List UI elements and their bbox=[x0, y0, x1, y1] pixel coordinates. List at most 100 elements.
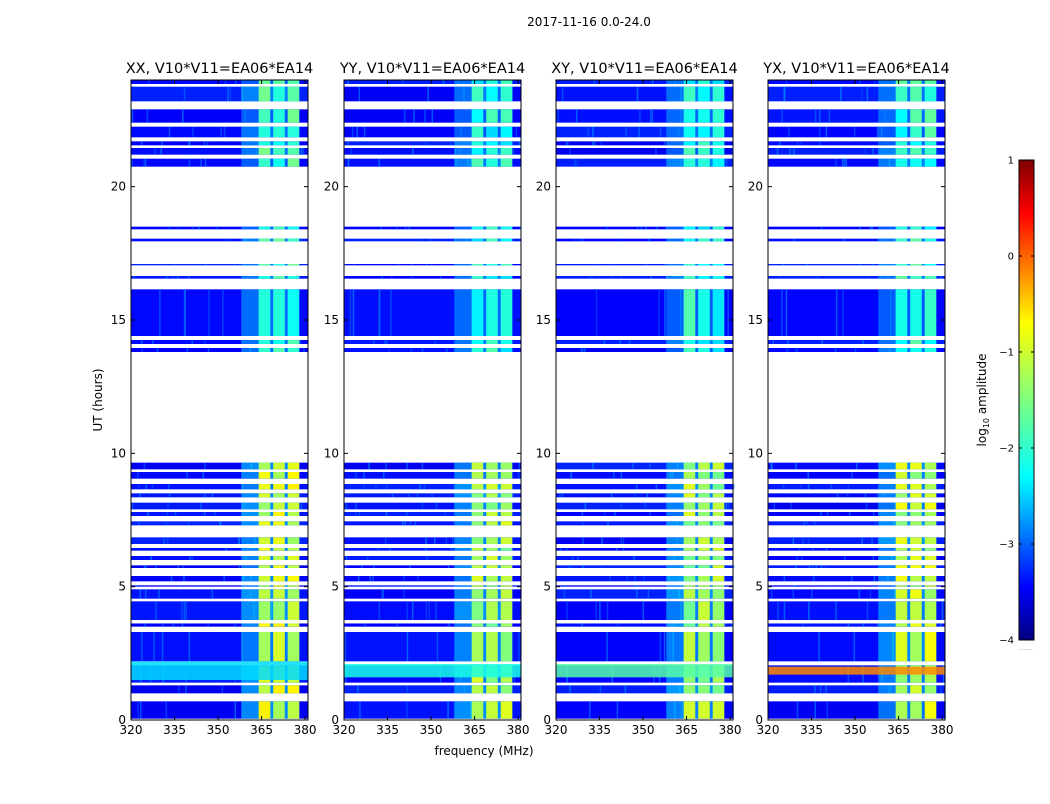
subband-1 bbox=[910, 589, 922, 599]
subband-2 bbox=[712, 348, 725, 352]
subband-2 bbox=[712, 493, 725, 498]
subband-0 bbox=[895, 601, 908, 620]
spectrogram-yx bbox=[768, 80, 946, 719]
noise-streak bbox=[575, 109, 578, 123]
noise-streak bbox=[581, 238, 584, 242]
subband-0 bbox=[683, 512, 696, 516]
noise-streak bbox=[306, 472, 309, 479]
noise-streak bbox=[363, 126, 366, 138]
rfi-band bbox=[666, 484, 725, 490]
subband-1 bbox=[910, 632, 922, 662]
noise-streak bbox=[382, 589, 384, 599]
subband-0 bbox=[471, 148, 484, 155]
rfi-band bbox=[241, 86, 300, 102]
subband-0 bbox=[683, 238, 696, 242]
rfi-band bbox=[454, 462, 513, 470]
subband-2 bbox=[712, 126, 725, 138]
subband-1 bbox=[486, 264, 498, 266]
noise-streak bbox=[141, 632, 143, 662]
data-band bbox=[344, 556, 521, 560]
noise-streak bbox=[411, 276, 414, 279]
subband-0 bbox=[471, 623, 484, 627]
subband-2 bbox=[924, 484, 937, 490]
noise-streak bbox=[876, 126, 879, 138]
noise-streak bbox=[788, 126, 790, 138]
rfi-band bbox=[666, 512, 725, 516]
noise-streak bbox=[869, 226, 872, 230]
noise-streak bbox=[725, 158, 728, 167]
noise-streak bbox=[150, 556, 153, 560]
subband-2 bbox=[924, 623, 937, 627]
noise-streak bbox=[448, 623, 450, 627]
panel-frame-xx bbox=[130, 79, 309, 721]
noise-streak bbox=[303, 238, 306, 242]
noise-streak bbox=[854, 348, 857, 352]
noise-streak bbox=[206, 141, 209, 146]
subband-2 bbox=[500, 148, 513, 155]
noise-streak bbox=[648, 238, 650, 242]
data-band bbox=[556, 537, 733, 544]
subband-2 bbox=[924, 126, 937, 138]
noise-streak bbox=[140, 701, 142, 719]
subband-1 bbox=[486, 576, 498, 582]
panel-frame-yy bbox=[343, 79, 522, 721]
subband-1 bbox=[486, 276, 498, 279]
noise-streak bbox=[626, 576, 629, 582]
subband-1 bbox=[273, 701, 285, 719]
subband-0 bbox=[895, 238, 908, 242]
subband-2 bbox=[924, 537, 937, 544]
rfi-band bbox=[454, 548, 513, 551]
noise-streak bbox=[796, 701, 799, 719]
data-band bbox=[131, 537, 308, 544]
data-band bbox=[131, 576, 308, 582]
noise-streak bbox=[862, 623, 865, 627]
noise-streak bbox=[940, 276, 942, 279]
rfi-band bbox=[454, 537, 513, 544]
noise-streak bbox=[168, 126, 171, 138]
subband-2 bbox=[500, 512, 513, 516]
rfi-band bbox=[241, 589, 300, 599]
rfi-band bbox=[666, 685, 725, 694]
subband-0 bbox=[471, 565, 484, 568]
noise-streak bbox=[391, 276, 393, 279]
noise-streak bbox=[806, 521, 808, 526]
rfi-band bbox=[241, 348, 300, 352]
noise-streak bbox=[158, 589, 160, 599]
subband-1 bbox=[273, 462, 285, 470]
subband-0 bbox=[471, 226, 484, 230]
noise-streak bbox=[650, 109, 652, 123]
rfi-band bbox=[666, 226, 725, 230]
subband-1 bbox=[910, 348, 922, 352]
subband-2 bbox=[924, 264, 937, 266]
noise-streak bbox=[847, 493, 849, 498]
noise-streak bbox=[592, 462, 594, 470]
noise-streak bbox=[234, 80, 237, 84]
subband-2 bbox=[712, 148, 725, 155]
noise-streak bbox=[779, 276, 781, 279]
subband-0 bbox=[471, 158, 484, 167]
noise-streak bbox=[191, 585, 194, 587]
noise-streak bbox=[165, 701, 168, 719]
subband-0 bbox=[471, 484, 484, 490]
noise-streak bbox=[519, 226, 522, 230]
noise-streak bbox=[775, 548, 777, 551]
noise-streak bbox=[144, 589, 147, 599]
subband-2 bbox=[287, 484, 300, 490]
noise-streak bbox=[435, 502, 438, 510]
subband-2 bbox=[924, 576, 937, 582]
noise-streak bbox=[655, 484, 658, 490]
subband-0 bbox=[258, 601, 271, 620]
noise-streak bbox=[843, 556, 846, 560]
data-band bbox=[556, 512, 733, 516]
data-band bbox=[768, 623, 945, 627]
subband-1 bbox=[273, 493, 285, 498]
subband-2 bbox=[712, 141, 725, 146]
rfi-band bbox=[241, 158, 300, 167]
noise-streak bbox=[584, 502, 587, 510]
subband-0 bbox=[895, 576, 908, 582]
noise-streak bbox=[592, 141, 594, 146]
noise-streak bbox=[385, 537, 387, 544]
subband-0 bbox=[683, 141, 696, 146]
rfi-band bbox=[241, 537, 300, 544]
subband-0 bbox=[683, 585, 696, 587]
